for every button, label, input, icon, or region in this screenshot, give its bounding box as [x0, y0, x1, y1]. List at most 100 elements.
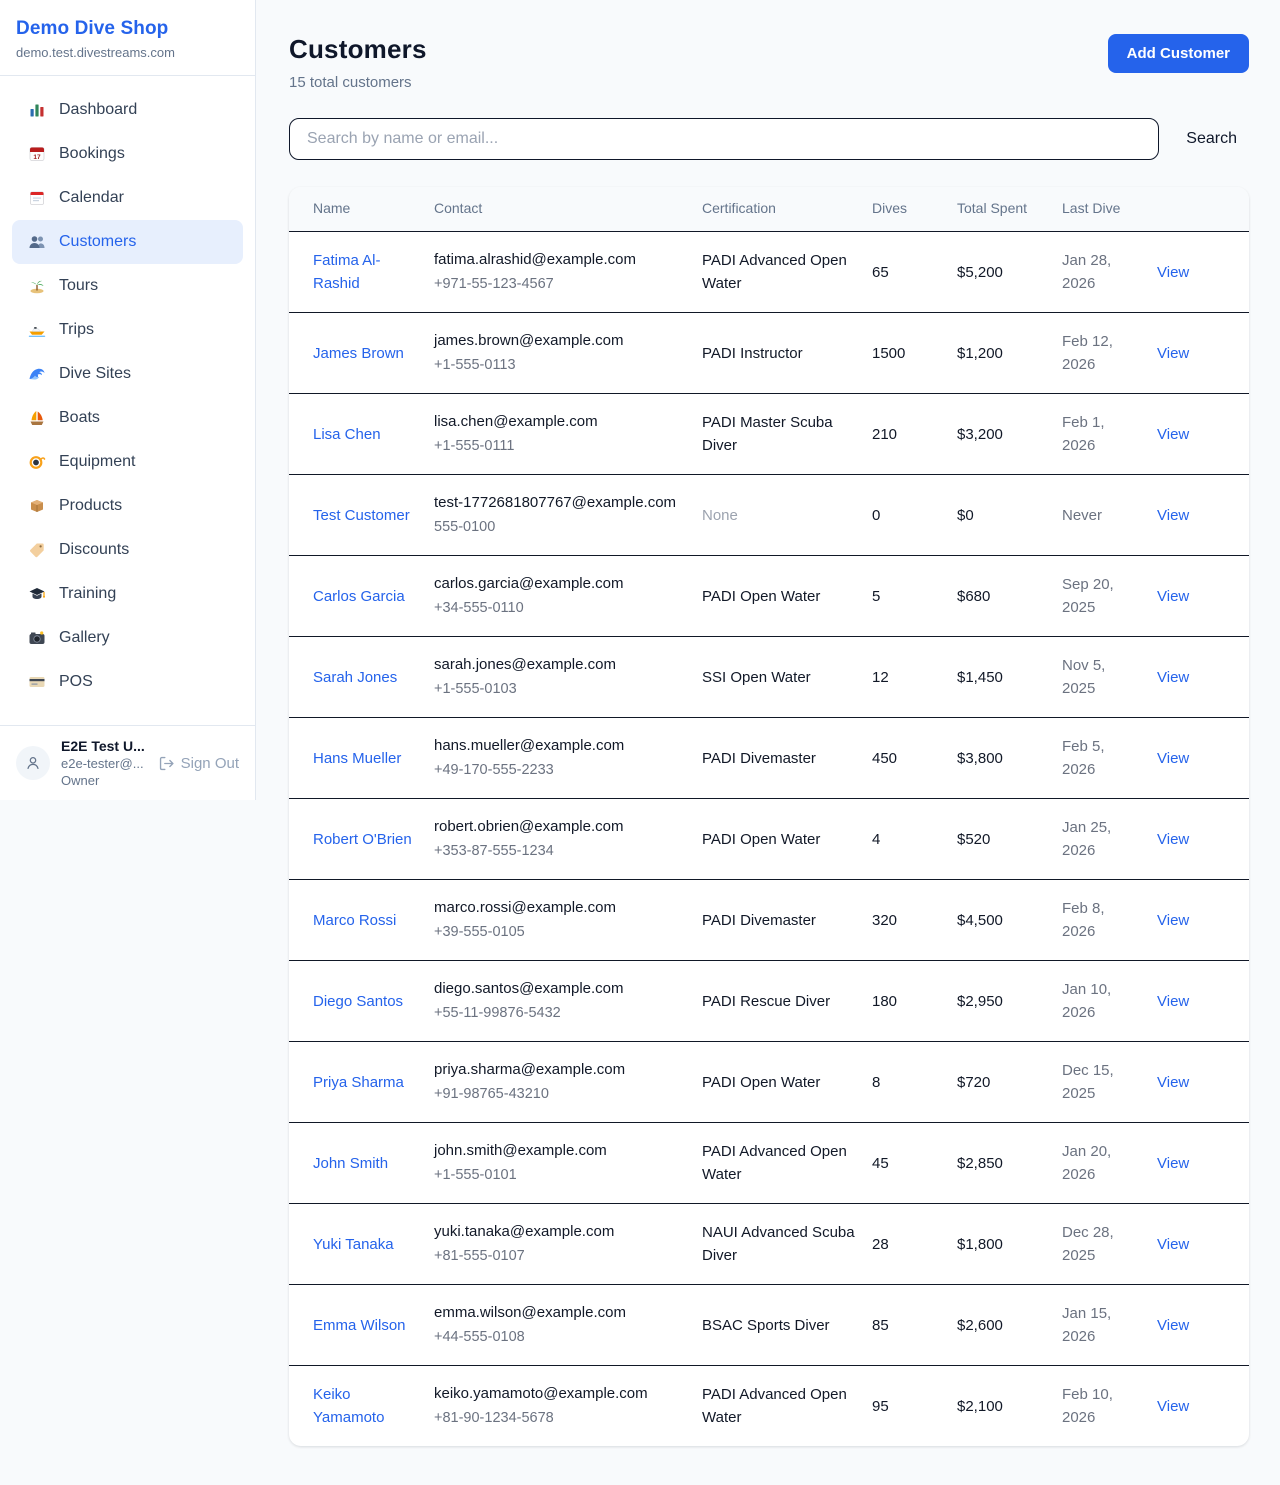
customer-last-dive: Feb 12, 2026 [1062, 312, 1157, 394]
table-row: John Smith john.smith@example.com +1-555… [289, 1122, 1249, 1204]
sidebar-item-calendar[interactable]: Calendar [12, 176, 243, 220]
sidebar-item-label: Discounts [59, 541, 130, 558]
customer-last-dive: Feb 5, 2026 [1062, 717, 1157, 799]
view-link[interactable]: View [1157, 1316, 1190, 1334]
customer-name-link[interactable]: John Smith [313, 1154, 389, 1172]
customer-total-spent: $2,950 [957, 960, 1062, 1042]
view-link[interactable]: View [1157, 263, 1190, 281]
view-link[interactable]: View [1157, 1235, 1190, 1253]
sidebar-item-boats[interactable]: Boats [12, 396, 243, 440]
customer-last-dive: Jan 25, 2026 [1062, 798, 1157, 880]
sidebar-item-label: Gallery [59, 629, 110, 646]
customer-total-spent: $1,450 [957, 636, 1062, 718]
customer-email: yuki.tanaka@example.com [434, 1223, 615, 1240]
sidebar-item-gallery[interactable]: Gallery [12, 616, 243, 660]
view-link[interactable]: View [1157, 749, 1190, 767]
customers-icon [28, 233, 46, 251]
customer-certification: PADI Advanced Open Water [702, 231, 872, 313]
sidebar-item-equipment[interactable]: Equipment [12, 440, 243, 484]
table-row: James Brown james.brown@example.com +1-5… [289, 312, 1249, 394]
customer-dives: 85 [872, 1284, 957, 1366]
add-customer-button[interactable]: Add Customer [1107, 34, 1249, 73]
customer-name-link[interactable]: Carlos Garcia [313, 587, 405, 605]
view-link[interactable]: View [1157, 1397, 1190, 1415]
customer-name-link[interactable]: James Brown [313, 344, 404, 362]
user-email: e2e-tester@... [61, 756, 144, 771]
customer-email: sarah.jones@example.com [434, 656, 616, 673]
view-link[interactable]: View [1157, 1154, 1190, 1172]
customer-email: emma.wilson@example.com [434, 1304, 626, 1321]
page-header: Customers 15 total customers Add Custome… [289, 34, 1249, 91]
customer-name-link[interactable]: Lisa Chen [313, 425, 381, 443]
customer-name-link[interactable]: Marco Rossi [313, 911, 397, 929]
sidebar-item-training[interactable]: Training [12, 572, 243, 616]
customer-dives: 65 [872, 231, 957, 313]
view-link[interactable]: View [1157, 668, 1190, 686]
customer-name-link[interactable]: Diego Santos [313, 992, 404, 1010]
sidebar-item-bookings[interactable]: 17 Bookings [12, 132, 243, 176]
customer-phone: +49-170-555-2233 [434, 762, 554, 778]
sidebar-item-discounts[interactable]: Discounts [12, 528, 243, 572]
sign-out-icon [158, 755, 175, 772]
table-row: Robert O'Brien robert.obrien@example.com… [289, 798, 1249, 880]
user-info: E2E Test U... e2e-tester@... Owner [61, 738, 145, 788]
customer-certification: PADI Instructor [702, 312, 872, 394]
customer-phone: +39-555-0105 [434, 924, 525, 940]
customer-name-link[interactable]: Priya Sharma [313, 1073, 404, 1091]
view-link[interactable]: View [1157, 830, 1190, 848]
sidebar-item-pos[interactable]: POS [12, 660, 243, 704]
table-row: Priya Sharma priya.sharma@example.com +9… [289, 1041, 1249, 1123]
customer-phone: 555-0100 [434, 519, 496, 535]
sidebar-item-trips[interactable]: Trips [12, 308, 243, 352]
dive-sites-icon [28, 365, 46, 383]
customer-name-link[interactable]: Hans Mueller [313, 749, 402, 767]
customer-dives: 28 [872, 1203, 957, 1285]
table-row: Lisa Chen lisa.chen@example.com +1-555-0… [289, 393, 1249, 475]
customer-total-spent: $3,200 [957, 393, 1062, 475]
customer-certification: PADI Advanced Open Water [702, 1386, 847, 1426]
search-input[interactable] [289, 118, 1160, 160]
customer-name-link[interactable]: Fatima Al-Rashid [313, 252, 381, 292]
customers-table-card: Name Contact Certification Dives Total Spent… [289, 187, 1249, 1446]
view-link[interactable]: View [1157, 587, 1190, 605]
customer-last-dive: Never [1062, 474, 1157, 556]
sign-out-button[interactable]: Sign Out [158, 755, 239, 772]
customer-name-link[interactable]: Emma Wilson [313, 1316, 406, 1334]
shop-domain: demo.test.divestreams.com [16, 45, 175, 60]
customer-name-link[interactable]: Robert O'Brien [313, 830, 412, 848]
customer-phone: +971-55-123-4567 [434, 276, 554, 292]
customer-phone: +55-11-99876-5432 [434, 1005, 561, 1021]
view-link[interactable]: View [1157, 506, 1190, 524]
view-link[interactable]: View [1157, 425, 1190, 443]
customer-name-link[interactable]: Keiko Yamamoto [313, 1386, 385, 1426]
customer-email: keiko.yamamoto@example.com [434, 1385, 648, 1402]
view-link[interactable]: View [1157, 911, 1190, 929]
table-row: Test Customer test-1772681807767@example… [289, 474, 1249, 556]
customer-email: marco.rossi@example.com [434, 899, 616, 916]
training-icon [28, 585, 46, 603]
sidebar-item-customers[interactable]: Customers [12, 220, 243, 264]
customer-name-link[interactable]: Yuki Tanaka [313, 1235, 394, 1253]
customer-total-spent: $1,800 [957, 1203, 1062, 1285]
customer-certification: PADI Divemaster [702, 717, 872, 799]
customer-certification: PADI Open Water [702, 555, 872, 637]
view-link[interactable]: View [1157, 1073, 1190, 1091]
customer-name-link[interactable]: Test Customer [313, 506, 410, 524]
view-link[interactable]: View [1157, 344, 1190, 362]
table-row: Diego Santos diego.santos@example.com +5… [289, 960, 1249, 1042]
user-name: E2E Test U... [61, 738, 145, 754]
sidebar-item-dive-sites[interactable]: Dive Sites [12, 352, 243, 396]
customer-phone: +1-555-0101 [434, 1167, 517, 1183]
customer-email: diego.santos@example.com [434, 980, 624, 997]
search-button[interactable]: Search [1186, 130, 1237, 147]
customer-name-link[interactable]: Sarah Jones [313, 668, 398, 686]
customer-certification: NAUI Advanced Scuba Diver [702, 1203, 872, 1285]
brand-header: Demo Dive Shop demo.test.divestreams.com [0, 0, 255, 76]
sidebar-item-products[interactable]: Products [12, 484, 243, 528]
view-link[interactable]: View [1157, 992, 1190, 1010]
sidebar-item-label: Bookings [59, 145, 125, 162]
customer-email: hans.mueller@example.com [434, 737, 625, 754]
customer-certification: SSI Open Water [702, 636, 872, 718]
sidebar-item-dashboard[interactable]: Dashboard [12, 88, 243, 132]
sidebar-item-tours[interactable]: Tours [12, 264, 243, 308]
